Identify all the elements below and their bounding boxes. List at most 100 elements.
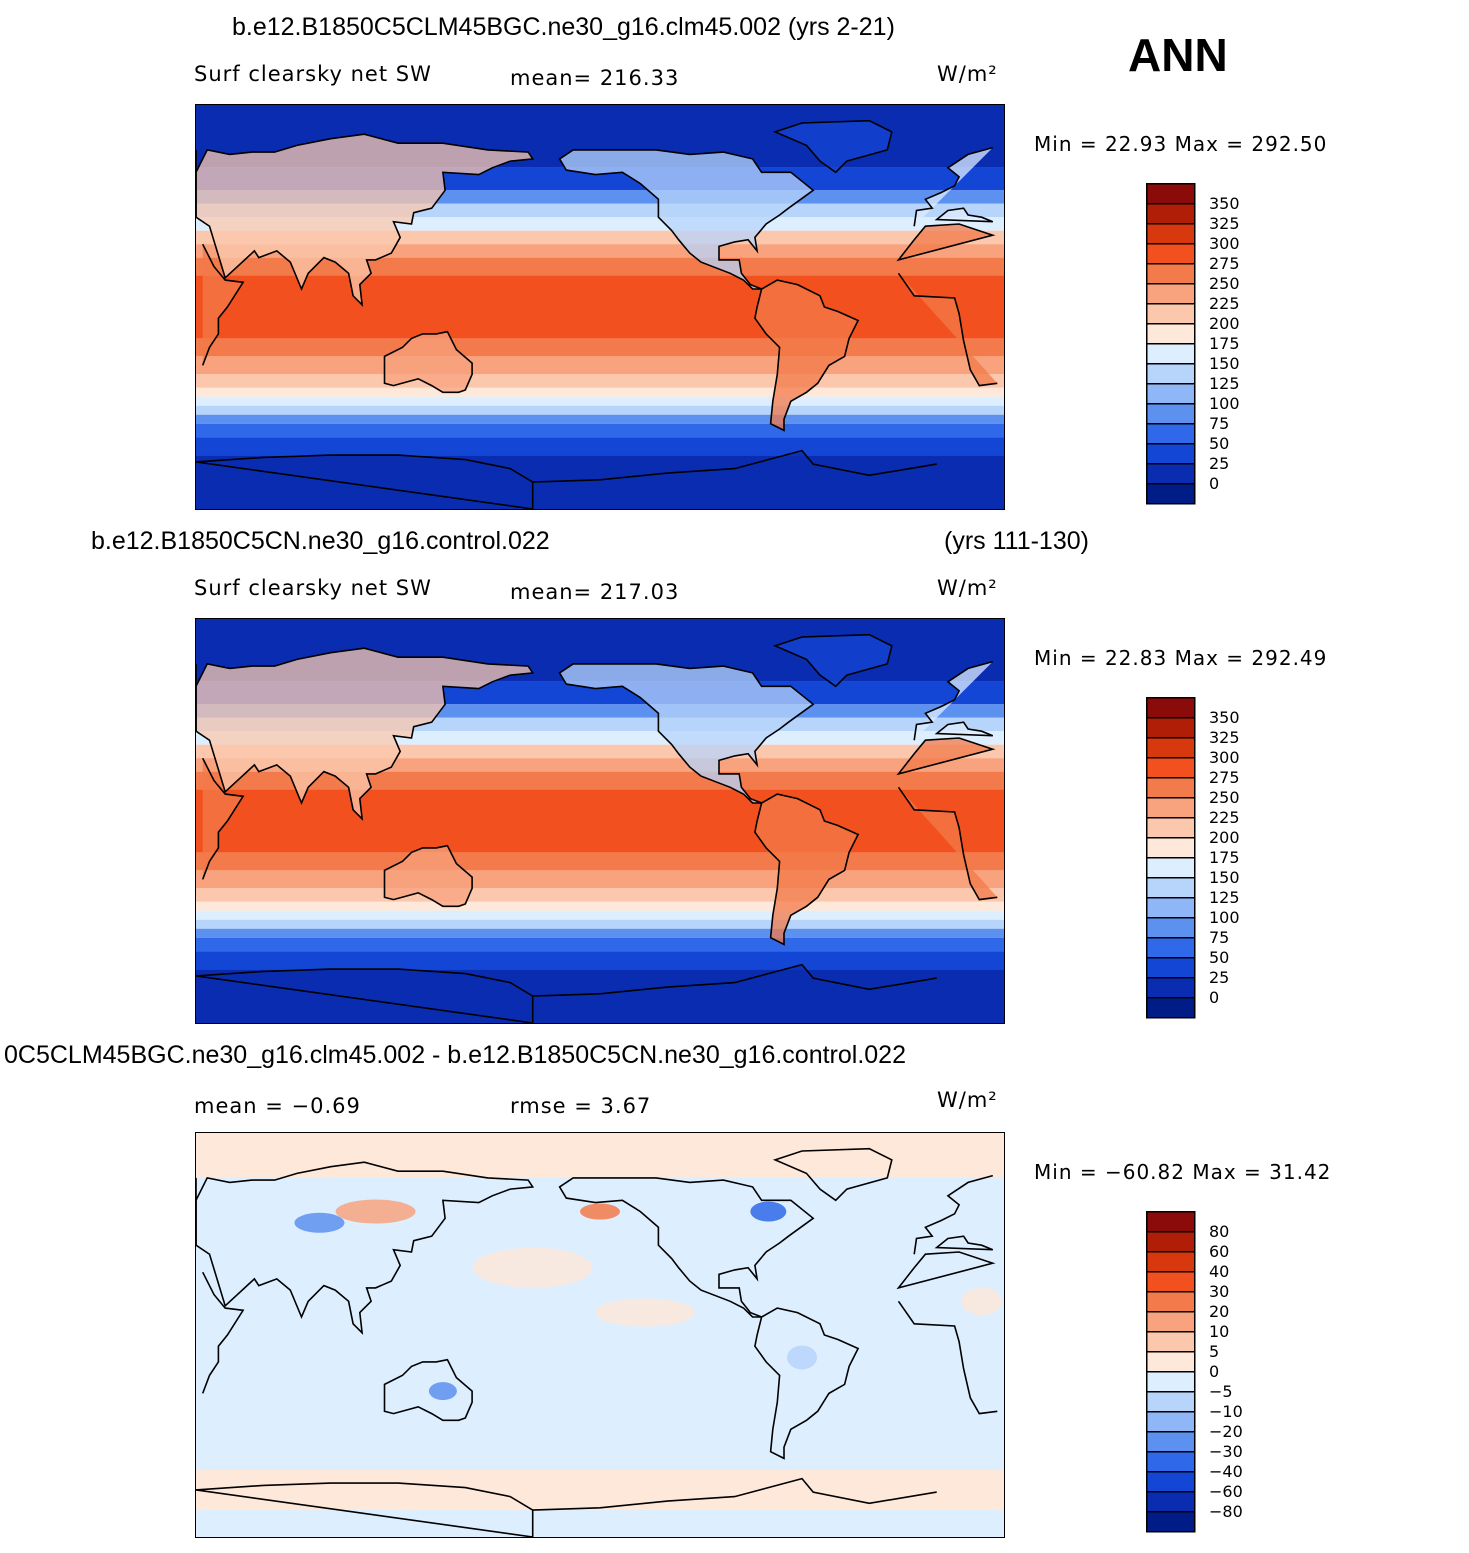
colorbar-swatch [1146, 283, 1196, 305]
colorbar-tick-label: 200 [1209, 314, 1240, 333]
coastline-samerica [754, 279, 860, 432]
coastline-europe [196, 1174, 994, 1255]
land-shading-africa [202, 738, 998, 900]
contour-band [196, 758, 1004, 772]
contour-band [196, 870, 1004, 889]
panel-2-minmax: Min = 22.83 Max = 292.49 [1034, 646, 1328, 670]
colorbar-tick-label: 150 [1209, 354, 1240, 373]
colorbar-swatch [1146, 1251, 1196, 1273]
anomaly-patch [335, 1199, 416, 1224]
contour-band [196, 928, 1004, 938]
colorbar-swatch [1146, 383, 1196, 405]
colorbar-tick-label: 175 [1209, 334, 1240, 353]
panel-3-mean: mean = −0.69 [194, 1094, 361, 1118]
colorbar-tick-label: −10 [1209, 1402, 1243, 1421]
panel-3-minmax: Min = −60.82 Max = 31.42 [1034, 1160, 1332, 1184]
colorbar-swatch [1146, 997, 1196, 1019]
panel-3-units: W/m² [937, 1088, 998, 1112]
colorbar-swatch [1146, 483, 1196, 505]
coastline-australia [383, 330, 473, 394]
panel-1-units: W/m² [937, 62, 998, 86]
colorbar-tick-label: 125 [1209, 888, 1240, 907]
colorbar-tick-label: 20 [1209, 1302, 1229, 1321]
colorbar-tick-label: 325 [1209, 214, 1240, 233]
colorbar-swatch [1146, 757, 1196, 779]
colorbar-swatch [1146, 243, 1196, 265]
panel-2-title: b.e12.B1850C5CN.ne30_g16.control.022 [91, 527, 550, 555]
colorbar-tick-label: 0 [1209, 1362, 1219, 1381]
colorbar-tick-label: 150 [1209, 868, 1240, 887]
coastline-asia [196, 647, 535, 821]
panel-1-mean: mean= 216.33 [510, 66, 680, 90]
anomaly-patch [594, 1298, 695, 1327]
colorbar-swatch [1146, 937, 1196, 959]
panel-1-colorbar: 350 325 300 275 250 225 200 175 150 125 100 75 50 25 0 [1146, 183, 1266, 512]
colorbar-tick-label: −80 [1209, 1502, 1243, 1521]
coastline-europe [196, 146, 994, 227]
colorbar-tick-label: 25 [1209, 968, 1229, 987]
coastline-samerica [754, 1307, 860, 1460]
colorbar-swatch [1146, 1351, 1196, 1373]
colorbar-tick-label: 325 [1209, 728, 1240, 747]
coastline-antarctica [196, 1477, 937, 1537]
colorbar-tick-label: 40 [1209, 1262, 1229, 1281]
contour-band [196, 910, 1004, 920]
coastline-australia [383, 1358, 473, 1422]
anomaly-patch [961, 1287, 1002, 1316]
land-shading-antarctica [196, 964, 937, 1023]
colorbar-tick-label: 50 [1209, 434, 1229, 453]
land-shading-greenland [775, 634, 892, 687]
colorbar-tick-label: 75 [1209, 414, 1229, 433]
colorbar-swatch [1146, 1331, 1196, 1353]
panel-3-rmse: rmse = 3.67 [510, 1094, 652, 1118]
panel-1-variable: Surf clearsky net SW [194, 62, 432, 86]
coastline-africa [201, 1251, 998, 1415]
contour-band [196, 771, 1004, 790]
contour-band [196, 937, 1004, 952]
contour-band [196, 356, 1004, 375]
anomaly-patch [750, 1201, 787, 1222]
contour-band [196, 789, 1004, 853]
colorbar-tick-label: 60 [1209, 1242, 1229, 1261]
colorbar-swatch [1146, 797, 1196, 819]
colorbar-swatch [1146, 183, 1196, 205]
contour-band [196, 257, 1004, 276]
coastline-antarctica [196, 963, 937, 1023]
colorbar-tick-label: 250 [1209, 788, 1240, 807]
colorbar-tick-label: 225 [1209, 294, 1240, 313]
colorbar-swatch [1146, 303, 1196, 325]
coastline-africa [201, 223, 998, 387]
panel-3-colorbar: 80 60 40 30 20 10 5 0 −5 −10 −20 −30 −40 −60 −80 [1146, 1211, 1266, 1540]
colorbar-swatch [1146, 817, 1196, 839]
colorbar-tick-label: 200 [1209, 828, 1240, 847]
contour-band [196, 888, 1004, 902]
contour-band [196, 244, 1004, 258]
colorbar-swatch [1146, 1491, 1196, 1513]
contour-band [196, 1133, 1004, 1178]
colorbar-swatch [1146, 443, 1196, 465]
contour-band [196, 275, 1004, 339]
colorbar-tick-label: 75 [1209, 928, 1229, 947]
colorbar-tick-label: 50 [1209, 948, 1229, 967]
colorbar-swatch [1146, 857, 1196, 879]
colorbar-tick-label: 100 [1209, 394, 1240, 413]
colorbar-swatch [1146, 877, 1196, 899]
panel-1-minmax: Min = 22.93 Max = 292.50 [1034, 132, 1328, 156]
panel-3-title: 0C5CLM45BGC.ne30_g16.clm45.002 - b.e12.B… [4, 1041, 906, 1069]
coastline-europe [196, 660, 994, 741]
panel-1-title: b.e12.B1850C5CLM45BGC.ne30_g16.clm45.002… [232, 13, 895, 41]
colorbar-tick-label: 250 [1209, 274, 1240, 293]
colorbar-swatch [1146, 403, 1196, 425]
land-shading-antarctica [196, 450, 937, 509]
colorbar-tick-label: 5 [1209, 1342, 1219, 1361]
land-shading-namerica [559, 663, 814, 803]
coastline-africa [201, 737, 998, 901]
contour-band [196, 396, 1004, 406]
colorbar-tick-label: −40 [1209, 1462, 1243, 1481]
contour-band [196, 852, 1004, 871]
colorbar-tick-label: 100 [1209, 908, 1240, 927]
colorbar-swatch [1146, 917, 1196, 939]
anomaly-patch [472, 1247, 593, 1288]
colorbar-tick-label: 0 [1209, 988, 1219, 1007]
anomaly-patch [428, 1382, 457, 1401]
